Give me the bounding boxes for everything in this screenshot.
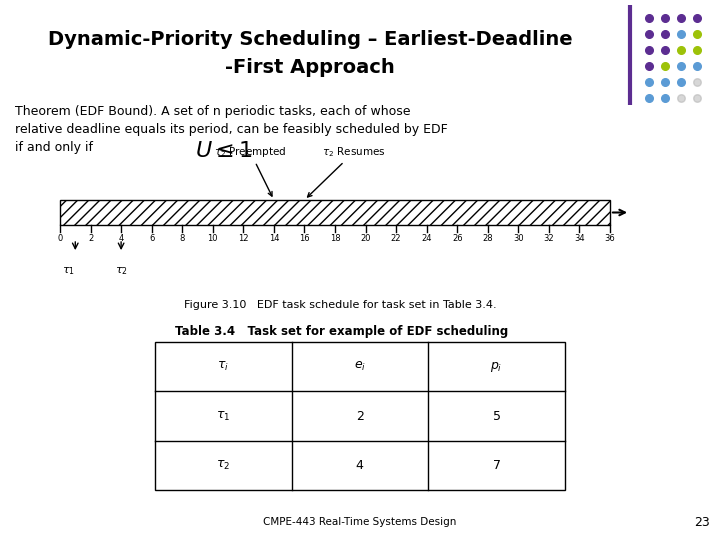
Text: 0: 0	[58, 234, 63, 243]
Text: $\tau_1$: $\tau_1$	[62, 265, 75, 277]
Bar	[155, 342, 565, 490]
Text: 36: 36	[605, 234, 616, 243]
Text: $\tau_2$ Resumes: $\tau_2$ Resumes	[307, 145, 386, 197]
Text: $U \leq 1$: $U \leq 1$	[195, 141, 253, 161]
Text: $\tau_2$: $\tau_2$	[114, 265, 127, 277]
Text: 6: 6	[149, 234, 154, 243]
Text: 12: 12	[238, 234, 248, 243]
Text: $\tau_1$: $\tau_1$	[216, 409, 230, 422]
Text: $2$: $2$	[356, 409, 364, 422]
Text: 22: 22	[391, 234, 401, 243]
Text: 30: 30	[513, 234, 523, 243]
Text: Table 3.4   Task set for example of EDF scheduling: Table 3.4 Task set for example of EDF sc…	[175, 325, 508, 338]
Text: if and only if: if and only if	[15, 141, 93, 154]
Text: 18: 18	[330, 234, 341, 243]
Text: 32: 32	[544, 234, 554, 243]
Text: Dynamic-Priority Scheduling – Earliest-Deadline: Dynamic-Priority Scheduling – Earliest-D…	[48, 30, 572, 49]
Text: relative deadline equals its period, can be feasibly scheduled by EDF: relative deadline equals its period, can…	[15, 123, 448, 136]
Text: 24: 24	[421, 234, 432, 243]
Text: Figure 3.10   EDF task schedule for task set in Table 3.4.: Figure 3.10 EDF task schedule for task s…	[184, 300, 496, 310]
Text: $p_i$: $p_i$	[490, 360, 503, 374]
Text: 10: 10	[207, 234, 218, 243]
Text: 20: 20	[360, 234, 371, 243]
Text: 26: 26	[452, 234, 462, 243]
Text: $7$: $7$	[492, 459, 501, 472]
Text: $4$: $4$	[356, 459, 364, 472]
Text: 16: 16	[299, 234, 310, 243]
Text: 23: 23	[694, 516, 710, 529]
Text: $\tau_i$: $\tau_i$	[217, 360, 229, 373]
Text: 28: 28	[482, 234, 493, 243]
Text: $e_i$: $e_i$	[354, 360, 366, 373]
Text: 34: 34	[574, 234, 585, 243]
Text: 2: 2	[88, 234, 93, 243]
Text: $\tau_2$ Preempted: $\tau_2$ Preempted	[214, 145, 287, 196]
Text: $5$: $5$	[492, 409, 501, 422]
Text: Theorem (EDF Bound). A set of n periodic tasks, each of whose: Theorem (EDF Bound). A set of n periodic…	[15, 105, 410, 118]
Text: 4: 4	[119, 234, 124, 243]
Text: -First Approach: -First Approach	[225, 58, 395, 77]
Text: CMPE-443 Real-Time Systems Design: CMPE-443 Real-Time Systems Design	[264, 517, 456, 527]
Bar	[60, 200, 610, 225]
Text: $\tau_2$: $\tau_2$	[216, 459, 230, 472]
Text: 14: 14	[269, 234, 279, 243]
Text: 8: 8	[179, 234, 185, 243]
